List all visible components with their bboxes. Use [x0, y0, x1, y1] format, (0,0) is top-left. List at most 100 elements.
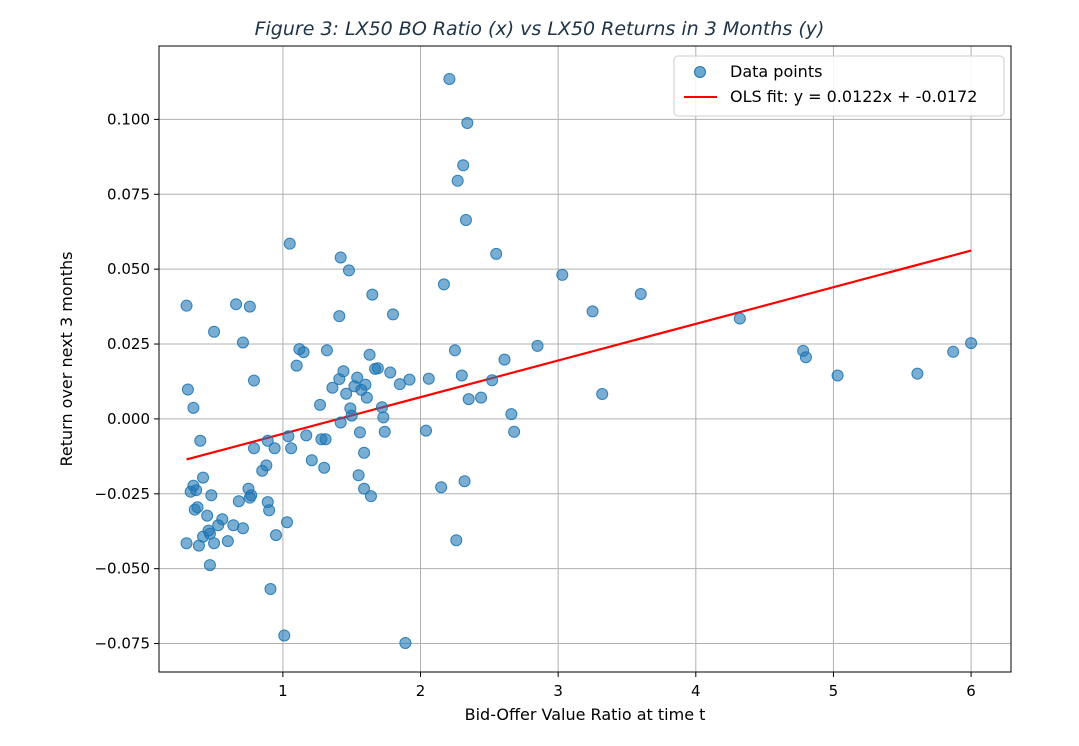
data-point [459, 214, 472, 227]
data-point [236, 336, 249, 349]
legend-marker-points [694, 66, 706, 78]
data-point [531, 339, 544, 352]
data-point [490, 247, 503, 260]
data-point [180, 537, 193, 550]
data-point [364, 490, 377, 503]
data-point [443, 72, 456, 85]
data-point [965, 337, 978, 350]
data-point [451, 174, 464, 187]
data-point [435, 481, 448, 494]
x-axis-label: Bid-Offer Value Ratio at time t [465, 705, 706, 724]
data-point [247, 374, 260, 387]
data-point [437, 278, 450, 291]
figure-caption: Figure 3: LX50 BO Ratio (x) vs LX50 Retu… [254, 18, 825, 40]
data-point [278, 629, 291, 642]
x-tick-label: 2 [416, 682, 426, 700]
data-point [319, 433, 332, 446]
data-point [360, 391, 373, 404]
data-point [337, 365, 350, 378]
data-point [911, 367, 924, 380]
y-tick-label: −0.025 [94, 485, 150, 503]
data-point [326, 381, 339, 394]
data-point [180, 299, 193, 312]
x-tick-label: 4 [691, 682, 701, 700]
data-point [194, 434, 207, 447]
data-point [247, 442, 260, 455]
y-tick-label: 0.100 [107, 110, 150, 128]
data-point [269, 529, 282, 542]
data-point [358, 482, 371, 495]
data-point [799, 351, 812, 364]
data-points [180, 72, 978, 649]
data-point [314, 398, 327, 411]
data-point [334, 416, 347, 429]
data-point [386, 308, 399, 321]
data-point [318, 461, 331, 474]
data-point [261, 434, 274, 447]
data-point [831, 369, 844, 382]
data-point [205, 489, 218, 502]
data-point [305, 454, 318, 467]
data-point [268, 442, 281, 455]
y-tick-label: 0.000 [107, 410, 150, 428]
data-point [556, 268, 569, 281]
data-point [384, 366, 397, 379]
data-point [352, 469, 365, 482]
data-point [596, 388, 609, 401]
data-point [486, 374, 499, 387]
data-point [366, 288, 379, 301]
data-point [947, 345, 960, 358]
legend-label-points: Data points [730, 62, 822, 81]
data-point [230, 298, 243, 311]
data-point [260, 459, 273, 472]
data-point [263, 504, 276, 517]
data-point [475, 391, 488, 404]
data-point [297, 346, 310, 359]
data-point [508, 425, 521, 438]
data-point [320, 344, 333, 357]
data-point [236, 522, 249, 535]
data-point [334, 251, 347, 264]
y-axis-ticks: −0.075 −0.050 −0.025 0.000 0.025 0.050 0.075 0.… [94, 110, 159, 653]
data-point [203, 559, 216, 572]
fit-line-layer [186, 249, 972, 461]
data-point [505, 408, 518, 421]
data-point [371, 362, 384, 375]
legend-box [673, 55, 1005, 117]
data-point [282, 430, 295, 443]
data-point [190, 484, 203, 497]
data-point [461, 116, 474, 129]
data-point [733, 312, 746, 325]
data-point [377, 411, 390, 424]
data-point [290, 359, 303, 372]
data-point [498, 353, 511, 366]
data-point [264, 583, 277, 596]
data-point [216, 513, 229, 526]
data-point [462, 393, 475, 406]
data-point [399, 636, 412, 649]
data-point [450, 534, 463, 547]
x-axis-ticks: 1 2 3 4 5 6 [278, 672, 976, 700]
data-point [422, 372, 435, 385]
data-point [283, 237, 296, 250]
ols-fit-line [186, 249, 972, 461]
data-point [221, 535, 234, 548]
data-point [232, 495, 245, 508]
data-point [208, 325, 221, 338]
data-point [345, 409, 358, 422]
data-point [181, 383, 194, 396]
data-point [363, 348, 376, 361]
y-tick-label: −0.075 [94, 635, 150, 653]
data-point [300, 429, 313, 442]
y-tick-label: 0.025 [107, 335, 150, 353]
data-point [197, 471, 210, 484]
grid-lines [159, 46, 1011, 672]
data-point [208, 537, 221, 550]
x-tick-label: 1 [278, 682, 288, 700]
data-point [342, 264, 355, 277]
data-point [634, 288, 647, 301]
data-point [243, 300, 256, 313]
plot-frame [158, 45, 1012, 673]
data-point [458, 475, 471, 488]
